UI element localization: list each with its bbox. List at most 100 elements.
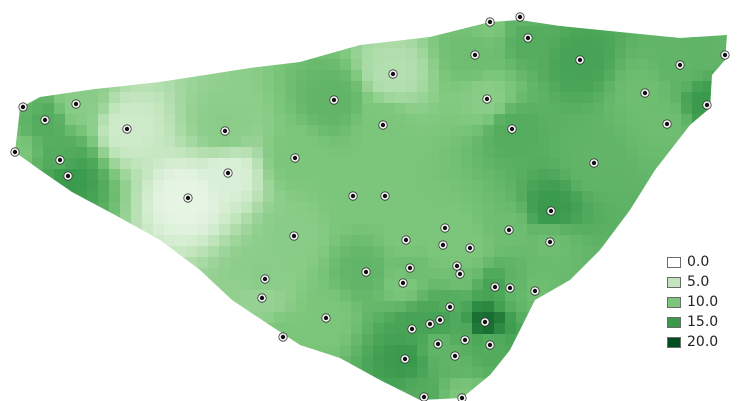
raster-cell (560, 136, 572, 148)
raster-cell (395, 268, 407, 280)
raster-cell (175, 136, 187, 148)
raster-cell (153, 312, 165, 324)
raster-cell (428, 81, 440, 93)
raster-cell (54, 37, 66, 49)
raster-cell (439, 169, 451, 181)
raster-cell (714, 114, 726, 126)
raster-cell (241, 81, 253, 93)
raster-cell (21, 356, 33, 368)
raster-cell (725, 70, 737, 82)
raster-cell (351, 290, 363, 302)
raster-cell (604, 235, 616, 247)
raster-cell (351, 224, 363, 236)
raster-cell (142, 147, 154, 159)
raster-cell (659, 169, 671, 181)
raster-cell (406, 103, 418, 115)
raster-cell (43, 301, 55, 313)
raster-cell (494, 59, 506, 71)
raster-cell (153, 345, 165, 357)
raster-cell (593, 323, 605, 335)
raster-cell (98, 169, 110, 181)
raster-cell (527, 81, 539, 93)
raster-cell (43, 246, 55, 258)
raster-cell (659, 158, 671, 170)
raster-cell (417, 136, 429, 148)
raster-cell (670, 389, 682, 401)
raster-cell (43, 279, 55, 291)
raster-cell (384, 48, 396, 60)
raster-cell (197, 213, 209, 225)
sample-point-center (438, 318, 442, 322)
raster-cell (593, 114, 605, 126)
raster-cell (626, 169, 638, 181)
raster-cell (362, 334, 374, 346)
raster-cell (494, 180, 506, 192)
raster-cell (593, 334, 605, 346)
raster-cell (296, 81, 308, 93)
raster-cell (32, 125, 44, 137)
raster-cell (417, 290, 429, 302)
raster-cell (318, 389, 330, 401)
raster-cell (186, 378, 198, 390)
raster-cell (637, 15, 649, 27)
raster-cell (549, 180, 561, 192)
raster-cell (560, 81, 572, 93)
raster-cell (153, 378, 165, 390)
raster-cell (373, 279, 385, 291)
raster-cell (32, 180, 44, 192)
raster-cell (428, 180, 440, 192)
raster-cell (197, 26, 209, 38)
legend-label-15: 15.0 (687, 314, 718, 331)
raster-cell (164, 136, 176, 148)
raster-cell (417, 37, 429, 49)
raster-cell (10, 378, 22, 390)
raster-cell (582, 147, 594, 159)
raster-cell (98, 290, 110, 302)
raster-cell (87, 257, 99, 269)
raster-cell (659, 103, 671, 115)
raster-cell (98, 114, 110, 126)
raster-cell (626, 378, 638, 390)
raster-cell (417, 378, 429, 390)
raster-cell (406, 202, 418, 214)
raster-cell (692, 70, 704, 82)
raster-cell (582, 345, 594, 357)
raster-cell (450, 180, 462, 192)
raster-cell (527, 180, 539, 192)
raster-cell (406, 290, 418, 302)
raster-cell (725, 103, 737, 115)
raster-cell (362, 345, 374, 357)
raster-cell (571, 136, 583, 148)
raster-cell (10, 180, 22, 192)
raster-cell (703, 70, 715, 82)
raster-cell (109, 312, 121, 324)
raster-cell (461, 290, 473, 302)
raster-cell (351, 268, 363, 280)
raster-cell (109, 103, 121, 115)
raster-cell (417, 345, 429, 357)
raster-cell (120, 378, 132, 390)
raster-cell (373, 246, 385, 258)
raster-cell (571, 323, 583, 335)
raster-cell (164, 26, 176, 38)
raster-cell (307, 70, 319, 82)
raster-cell (208, 378, 220, 390)
raster-cell (65, 70, 77, 82)
raster-cell (362, 147, 374, 159)
raster-cell (274, 59, 286, 71)
raster-cell (560, 389, 572, 401)
raster-cell (604, 257, 616, 269)
raster-cell (461, 125, 473, 137)
raster-cell (527, 15, 539, 27)
raster-cell (725, 356, 737, 368)
raster-cell (351, 26, 363, 38)
raster-cell (340, 26, 352, 38)
raster-cell (428, 279, 440, 291)
raster-cell (417, 15, 429, 27)
raster-cell (241, 213, 253, 225)
raster-cell (516, 81, 528, 93)
raster-cell (450, 92, 462, 104)
raster-cell (76, 169, 88, 181)
